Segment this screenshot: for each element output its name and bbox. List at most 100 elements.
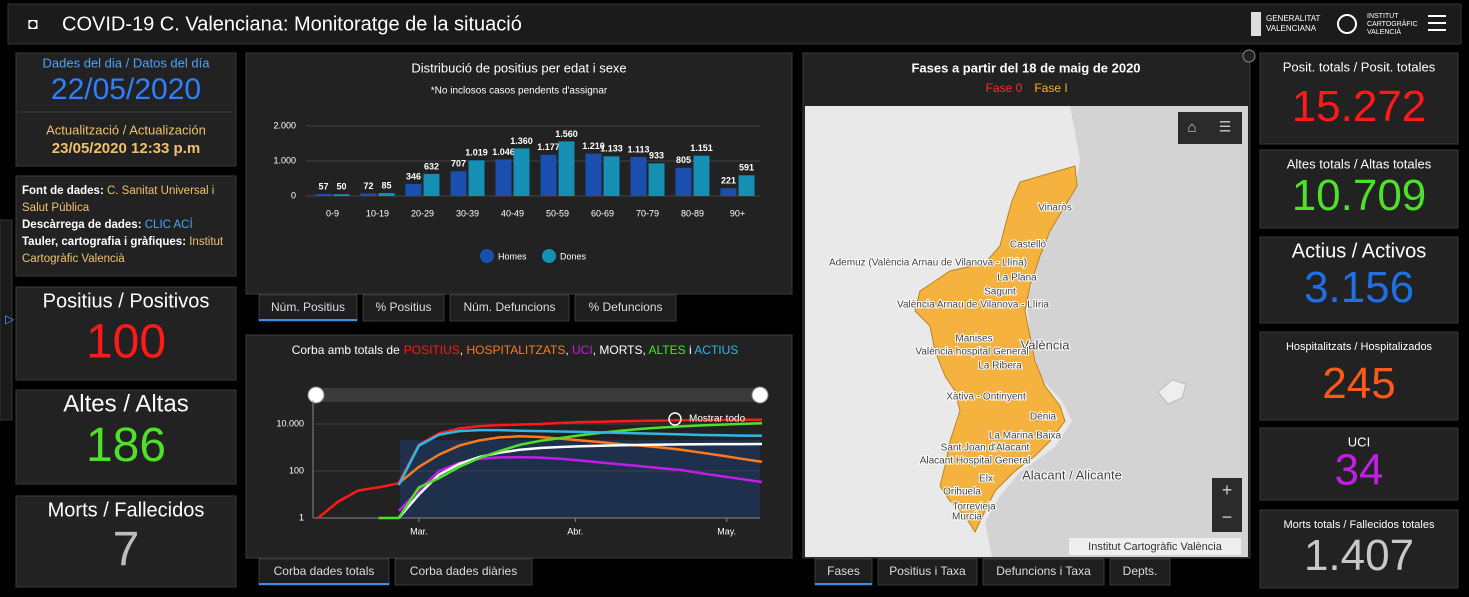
chart-title-joiner: , [565,343,572,357]
tab[interactable] [982,558,1105,586]
tab[interactable] [394,558,533,586]
tab-active-indicator[interactable] [259,583,389,585]
map-toolbar[interactable] [1178,112,1242,144]
tab-active-indicator[interactable] [815,583,872,585]
range-slider-track[interactable] [316,388,760,402]
tab-label[interactable]: Núm. Defuncions [463,300,555,314]
zoom-reset-button[interactable]: Mostrar todo [689,414,746,425]
map-label[interactable]: La Ribera [977,360,1023,373]
zoom-control[interactable] [1212,478,1242,532]
side-toggle[interactable] [0,219,13,421]
map-island[interactable] [1157,379,1187,405]
zoom-in[interactable]: + [1222,480,1233,500]
tab-active-indicator[interactable] [259,319,357,321]
y-tick-label: 0 [291,190,296,200]
indicator-label: UCI [1348,434,1370,449]
y-tick-label: 10.000 [276,418,304,428]
tab-label[interactable]: Fases [827,564,860,578]
x-tick-label: 0-9 [326,208,339,218]
zoom-reset-icon[interactable] [668,412,682,426]
value-label: 1.151 [690,143,713,153]
range-slider-handle[interactable] [751,386,769,404]
value-label: 1.133 [600,144,623,154]
map-label[interactable]: Torrevieja [951,501,997,514]
map-label[interactable]: La Marina Baixa [988,430,1063,443]
map-label[interactable]: Alacant / Alicante [1021,466,1123,483]
menu-line[interactable] [1428,22,1446,24]
indicator-box [15,389,237,485]
map-label[interactable]: Vinaròs [1037,202,1073,215]
value-label: 805 [676,155,691,165]
x-tick-label: 50-59 [546,208,569,218]
value-label: 1.210 [582,141,605,151]
tab-label[interactable]: Positius i Taxa [889,564,966,578]
tab-label[interactable]: Corba dades diàries [410,564,517,578]
tab-label[interactable]: % Defuncions [588,300,662,314]
map-label[interactable]: Orihuela [942,486,982,499]
tab[interactable] [258,558,390,586]
chart-title: Distribució de positius per edat i sexe [411,60,626,75]
tab[interactable] [258,294,358,322]
tab[interactable] [814,558,873,586]
map-label[interactable]: La Plana [996,272,1038,285]
tab[interactable] [1109,558,1171,586]
range-slider-handle[interactable] [307,386,325,404]
tab[interactable] [362,294,445,322]
tab-label[interactable]: Defuncions i Taxa [996,564,1091,578]
menu-line[interactable] [1428,29,1446,31]
side-toggle-arrow[interactable]: ▷ [5,312,15,326]
map[interactable]: ⌂ ☰ + − Institut Cartogràfic València Vi… [805,106,1248,557]
tab[interactable] [877,558,978,586]
series-line [397,428,763,486]
map-label[interactable]: Sagunt [983,286,1017,299]
indicator-value: 245 [1322,359,1395,408]
tab-label[interactable]: Núm. Positius [271,300,345,314]
menu-button[interactable] [1428,15,1446,31]
tab-label[interactable]: % Positius [375,300,431,314]
tab-label[interactable]: Depts. [1123,564,1158,578]
zoom-out[interactable]: − [1222,507,1233,527]
indicator-label: Morts totals / Fallecidos totales [1283,519,1435,531]
x-tick-label: 70-79 [636,208,659,218]
map-label[interactable]: Manises [954,333,993,346]
map-label[interactable]: Ademuz (València Arnau de Vilanova - Llí… [828,257,1028,270]
map-label[interactable]: Xàtiva - Ontinyent [945,391,1027,404]
indicator-value: 100 [86,315,166,368]
map-label[interactable]: Castelló [1009,239,1048,252]
value-label: 632 [424,161,439,171]
map-label[interactable]: Murcia [951,511,983,524]
logo-text: INSTITUT [1367,13,1399,20]
series-line [317,418,762,519]
legend-button[interactable]: ☰ [1219,119,1232,135]
chart-title-text: Corba amb totals de [292,343,400,357]
date-value: 22/05/2020 [51,73,201,106]
map-label[interactable]: València hospital General [914,346,1029,359]
map-label[interactable]: València [1020,336,1072,353]
x-tick-label: Mar. [410,526,428,536]
map-label[interactable]: Dénia [1029,411,1058,424]
indicator-box [1259,52,1459,145]
map-sea[interactable] [985,106,1248,557]
source-item: Descàrrega de dades: CLIC ACÍ [22,217,234,234]
tab[interactable] [449,294,570,322]
map-label[interactable]: Elx [978,473,994,486]
region-fase-1[interactable] [914,165,1078,534]
map-label[interactable]: Sant Joan d'Alacant [940,442,1031,455]
map-label[interactable]: Alacant Hospital General [919,455,1032,468]
source-item: Tauler, cartografia i gràfiques: Institu… [22,234,234,268]
download-link[interactable]: CLIC ACÍ [144,219,193,231]
value-label: 1.360 [510,136,533,146]
value-label: 57 [318,181,328,191]
expand-button[interactable] [1242,49,1256,63]
logo-gva-icon [1251,12,1261,36]
menu-line[interactable] [1428,15,1446,17]
tab[interactable] [574,294,677,322]
date-label: Dades del dia / Datos del día [43,55,211,70]
logo-text: VALENCIÀ [1367,27,1401,36]
source-value: Institut Cartogràfic Valencià [22,236,224,265]
tab-label[interactable]: Corba dades totals [274,564,375,578]
map-label[interactable]: València Arnau de Vilanova - Llíria [896,299,1050,312]
chart-title: Corba amb totals de POSITIUS, HOSPITALITZ… [292,343,739,357]
home-button[interactable]: ⌂ [1187,119,1196,136]
